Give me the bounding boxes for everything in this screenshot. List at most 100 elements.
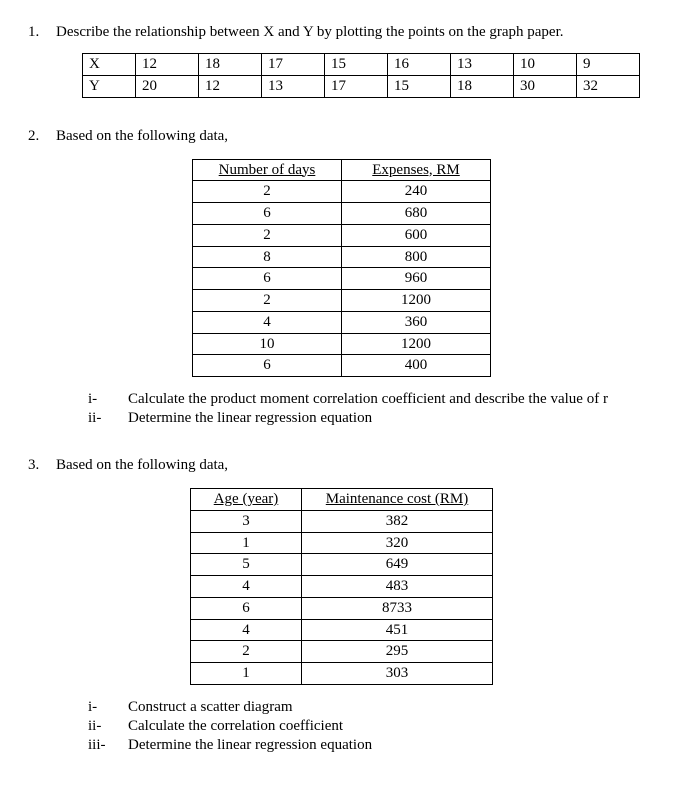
- cell: 1: [191, 532, 302, 554]
- q3-table-wrap: Age (year) Maintenance cost (RM) 3382 13…: [28, 488, 655, 685]
- subpart-label: ii-: [88, 410, 128, 427]
- subpart: ii- Calculate the correlation coefficien…: [88, 718, 655, 735]
- cell: 13: [451, 54, 514, 76]
- cell: 2: [193, 181, 342, 203]
- cell: 16: [388, 54, 451, 76]
- cell: 400: [342, 355, 491, 377]
- q1-xy-table: X 12 18 17 15 16 13 10 9 Y 20 12 13 17 1…: [82, 53, 640, 98]
- cell: 800: [342, 246, 491, 268]
- q2-subparts: i- Calculate the product moment correlat…: [88, 391, 655, 427]
- question-1: 1. Describe the relationship between X a…: [28, 24, 655, 98]
- subpart: iii- Determine the linear regression equ…: [88, 737, 655, 754]
- cell: 483: [302, 576, 493, 598]
- question-row: 1. Describe the relationship between X a…: [28, 24, 655, 41]
- cell: 4: [193, 311, 342, 333]
- cell: 2: [193, 290, 342, 312]
- table-row: Y 20 12 13 17 15 18 30 32: [83, 75, 640, 97]
- cell: 12: [199, 75, 262, 97]
- cell: 1200: [342, 333, 491, 355]
- question-text: Based on the following data,: [56, 457, 655, 474]
- cell: 6: [193, 355, 342, 377]
- cell: 382: [302, 510, 493, 532]
- table-row: 2240: [193, 181, 491, 203]
- table-row: 1303: [191, 663, 493, 685]
- col-header: Number of days: [193, 159, 342, 181]
- subpart-label: i-: [88, 391, 128, 408]
- cell: 649: [302, 554, 493, 576]
- cell: 9: [577, 54, 640, 76]
- col-header: Age (year): [191, 489, 302, 511]
- question-number: 1.: [28, 24, 56, 41]
- question-2: 2. Based on the following data, Number o…: [28, 128, 655, 428]
- question-text: Describe the relationship between X and …: [56, 24, 655, 41]
- table-row: 5649: [191, 554, 493, 576]
- question-number: 2.: [28, 128, 56, 145]
- table-row: 2600: [193, 224, 491, 246]
- cell: 5: [191, 554, 302, 576]
- cell: 240: [342, 181, 491, 203]
- subpart-text: Determine the linear regression equation: [128, 410, 372, 427]
- question-row: 2. Based on the following data,: [28, 128, 655, 145]
- table-row: 8800: [193, 246, 491, 268]
- col-header: Expenses, RM: [342, 159, 491, 181]
- cell: 12: [136, 54, 199, 76]
- subpart-label: iii-: [88, 737, 128, 754]
- cell: 8733: [302, 597, 493, 619]
- table-row: 21200: [193, 290, 491, 312]
- question-row: 3. Based on the following data,: [28, 457, 655, 474]
- table-row: 4451: [191, 619, 493, 641]
- cell: 13: [262, 75, 325, 97]
- cell: 1: [191, 663, 302, 685]
- subpart-label: ii-: [88, 718, 128, 735]
- subpart: ii- Determine the linear regression equa…: [88, 410, 655, 427]
- cell: 3: [191, 510, 302, 532]
- question-3: 3. Based on the following data, Age (yea…: [28, 457, 655, 754]
- table-header-row: Age (year) Maintenance cost (RM): [191, 489, 493, 511]
- cell: 600: [342, 224, 491, 246]
- subpart: i- Construct a scatter diagram: [88, 699, 655, 716]
- table-row: X 12 18 17 15 16 13 10 9: [83, 54, 640, 76]
- cell: 18: [451, 75, 514, 97]
- cell: 4: [191, 576, 302, 598]
- cell: 303: [302, 663, 493, 685]
- cell: 6: [193, 203, 342, 225]
- table-row: 101200: [193, 333, 491, 355]
- q2-table-wrap: Number of days Expenses, RM 2240 6680 26…: [28, 159, 655, 378]
- row-label: Y: [83, 75, 136, 97]
- table-row: 68733: [191, 597, 493, 619]
- cell: 10: [193, 333, 342, 355]
- cell: 8: [193, 246, 342, 268]
- cell: 360: [342, 311, 491, 333]
- table-row: 6400: [193, 355, 491, 377]
- question-number: 3.: [28, 457, 56, 474]
- cell: 960: [342, 268, 491, 290]
- subpart-label: i-: [88, 699, 128, 716]
- table-row: 3382: [191, 510, 493, 532]
- cell: 15: [325, 54, 388, 76]
- cell: 6: [191, 597, 302, 619]
- cell: 2: [193, 224, 342, 246]
- cell: 32: [577, 75, 640, 97]
- cell: 295: [302, 641, 493, 663]
- table-row: 4360: [193, 311, 491, 333]
- cell: 30: [514, 75, 577, 97]
- cell: 15: [388, 75, 451, 97]
- subpart-text: Determine the linear regression equation: [128, 737, 372, 754]
- cell: 10: [514, 54, 577, 76]
- table-row: 2295: [191, 641, 493, 663]
- q1-table-wrap: X 12 18 17 15 16 13 10 9 Y 20 12 13 17 1…: [82, 53, 655, 98]
- row-label: X: [83, 54, 136, 76]
- cell: 2: [191, 641, 302, 663]
- subpart-text: Calculate the correlation coefficient: [128, 718, 343, 735]
- table-row: 1320: [191, 532, 493, 554]
- table-row: 6680: [193, 203, 491, 225]
- subpart: i- Calculate the product moment correlat…: [88, 391, 655, 408]
- question-text: Based on the following data,: [56, 128, 655, 145]
- cell: 17: [325, 75, 388, 97]
- subpart-text: Calculate the product moment correlation…: [128, 391, 608, 408]
- q3-subparts: i- Construct a scatter diagram ii- Calcu…: [88, 699, 655, 754]
- cell: 680: [342, 203, 491, 225]
- cell: 20: [136, 75, 199, 97]
- table-row: 4483: [191, 576, 493, 598]
- table-row: 6960: [193, 268, 491, 290]
